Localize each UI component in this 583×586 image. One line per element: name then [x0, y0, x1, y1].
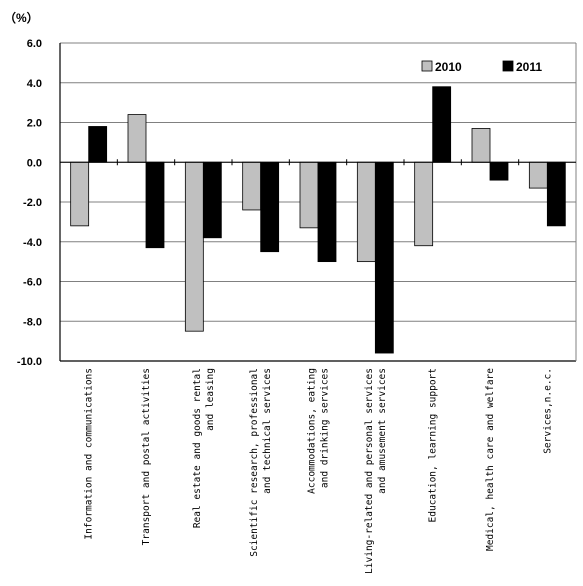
bar-2011 — [432, 86, 452, 163]
legend: 2010 2011 — [421, 60, 542, 74]
legend-swatch — [502, 60, 514, 72]
category-label: Scientific research, professional and tec… — [249, 368, 273, 557]
y-tick-label: 6.0 — [27, 38, 42, 50]
category-label: Education, learning support — [428, 368, 439, 522]
category-label: Living-related and personal services and … — [364, 368, 388, 574]
y-axis-label: （%） — [4, 10, 39, 25]
category-label-line: Services,n.e.c. — [542, 368, 553, 454]
bars — [70, 86, 566, 354]
category-label-line: Accommodations, eating — [307, 368, 318, 494]
legend-label: 2010 — [435, 60, 462, 74]
category-label-line: and drinking services — [320, 368, 331, 488]
bar-2011 — [489, 161, 509, 181]
bar-2010 — [242, 161, 262, 211]
bar-2010 — [70, 161, 90, 227]
category-label-line: Information and communications — [84, 368, 95, 540]
legend-item-2010: 2010 — [421, 60, 462, 74]
category-label-line: Education, learning support — [428, 368, 439, 522]
bar-2011 — [260, 161, 280, 253]
y-tick-label: -8.0 — [23, 316, 42, 328]
bar-2011 — [546, 161, 566, 227]
bar-2011 — [202, 161, 222, 239]
legend-label: 2011 — [516, 60, 542, 74]
y-tick-label: 0.0 — [27, 157, 42, 169]
axes — [59, 43, 577, 362]
y-tick-labels: -10.0 -8.0 -6.0 -4.0 -2.0 0.0 2.0 4.0 6.0 — [17, 38, 42, 368]
bar-2010 — [414, 161, 434, 247]
category-label: Medical, health care and welfare — [485, 368, 496, 551]
category-labels: Information and communications Transport … — [84, 368, 554, 574]
category-label: Information and communications — [84, 368, 95, 540]
bar-2010 — [528, 161, 548, 189]
category-label-line: and amusement services — [377, 368, 388, 494]
y-tick-label: -10.0 — [17, 356, 42, 368]
y-tick-label: 2.0 — [27, 118, 42, 130]
category-label-line: and technical services — [262, 368, 273, 494]
y-tick-label: -2.0 — [23, 197, 42, 209]
y-tick-label: -6.0 — [23, 277, 42, 289]
category-label: Transport and postal activities — [141, 368, 152, 545]
category-label-line: Real estate and goods rental — [192, 368, 203, 528]
bar-2011 — [88, 126, 108, 163]
category-label-line: Medical, health care and welfare — [485, 368, 496, 551]
y-tick-label: -4.0 — [23, 237, 42, 249]
bar-2010 — [299, 161, 319, 229]
y-tick-label: 4.0 — [27, 78, 42, 90]
category-label-line: Living-related and personal services — [364, 368, 375, 574]
bar-2011 — [374, 161, 394, 354]
category-label: Real estate and goods rental and leasing — [192, 368, 216, 528]
bar-2010 — [356, 161, 376, 263]
bar-2010 — [127, 114, 147, 163]
category-label: Services,n.e.c. — [542, 368, 553, 454]
legend-swatch — [421, 60, 433, 72]
category-label-line: Scientific research, professional — [249, 368, 260, 557]
legend-item-2011: 2011 — [502, 60, 542, 74]
bar-2011 — [145, 161, 165, 249]
category-label-line: Transport and postal activities — [141, 368, 152, 545]
bar-2011 — [317, 161, 337, 263]
bar-2010 — [184, 161, 204, 332]
category-label: Accommodations, eating and drinking servi… — [307, 368, 331, 494]
bar-2010 — [471, 128, 491, 163]
category-label-line: and leasing — [205, 368, 216, 431]
